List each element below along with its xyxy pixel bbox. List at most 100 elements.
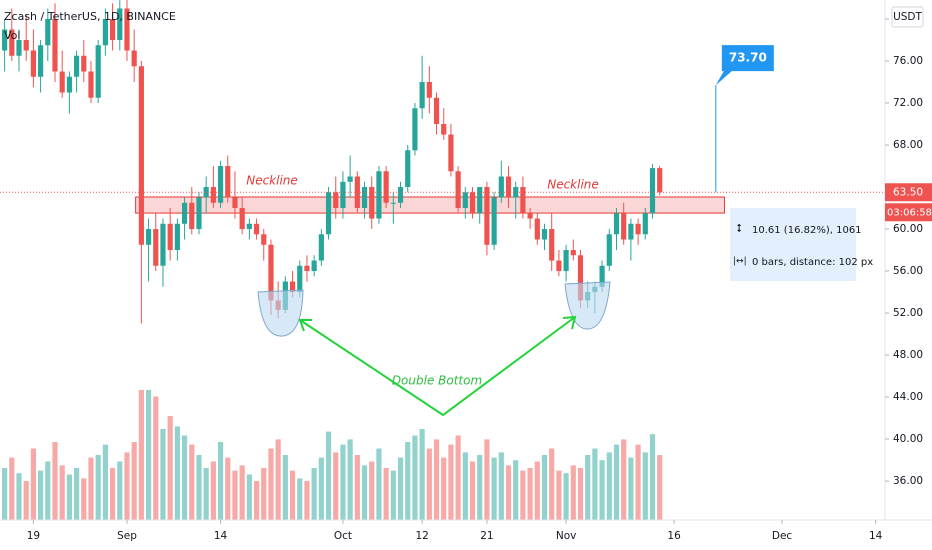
y-tick-label: 40.00 <box>893 433 923 445</box>
candle-body <box>462 192 468 209</box>
volume-bar <box>38 470 44 520</box>
x-tick-label: 21 <box>480 530 493 542</box>
candle-body <box>30 50 36 77</box>
volume-bar <box>81 478 87 520</box>
volume-bar <box>225 457 231 520</box>
price-axis: 80.0076.0072.0068.0060.0056.0052.0048.00… <box>884 0 932 520</box>
volume-bar <box>282 455 288 520</box>
chart-title: Zcash / TetherUS, 1D, BINANCE <box>4 10 176 23</box>
pattern-label: Double Bottom <box>392 374 482 388</box>
measure-box <box>730 208 856 281</box>
candle-body <box>498 176 504 198</box>
candle-body <box>304 265 310 272</box>
candle-body <box>556 260 562 272</box>
volume-bar <box>469 461 476 520</box>
candle-body <box>9 29 15 56</box>
price-pane <box>0 0 885 324</box>
candle-body <box>210 187 216 203</box>
volume-bar <box>527 468 533 520</box>
candle-body <box>405 150 411 188</box>
volume-bar <box>210 461 216 520</box>
candle-body <box>253 223 260 235</box>
volume-bar <box>145 390 152 520</box>
x-tick-label: 12 <box>415 530 428 542</box>
volume-bar <box>642 452 648 520</box>
candle-body <box>74 55 80 77</box>
candle-body <box>95 45 101 98</box>
candle-body <box>16 40 22 56</box>
candle-body <box>81 55 87 72</box>
volume-label: Vol <box>4 29 20 42</box>
candle-body <box>455 171 461 209</box>
arrow-head <box>562 315 577 330</box>
last-price-bg <box>885 183 932 202</box>
y-tick-label: 48.00 <box>893 349 923 361</box>
volume-bar <box>246 474 252 520</box>
y-tick-label: 68.00 <box>893 139 923 151</box>
candle-body <box>38 45 44 77</box>
volume-bar <box>340 444 346 520</box>
candle-body <box>189 202 195 230</box>
candle-body <box>325 192 332 235</box>
volume-bar <box>354 455 360 520</box>
x-tick-label: Oct <box>334 530 352 542</box>
y-tick-label: 56.00 <box>893 265 923 277</box>
volume-bar <box>347 439 353 520</box>
volume-bar <box>2 468 8 520</box>
y-tick-label: 76.00 <box>893 55 923 67</box>
candle-body <box>261 234 267 245</box>
candle-body <box>599 265 605 287</box>
candle-body <box>383 171 389 203</box>
volume-bar <box>196 455 202 520</box>
candle-body <box>513 187 519 198</box>
last-price-label: 63.50 <box>893 186 923 198</box>
volume-bar <box>9 457 15 520</box>
candle-body <box>232 197 238 209</box>
candle-body <box>505 176 512 198</box>
candle-body <box>59 71 65 93</box>
currency-button <box>891 6 924 28</box>
candle-body <box>167 223 173 251</box>
volume-bar <box>59 465 65 520</box>
candle-body <box>433 97 440 125</box>
candle-body <box>124 8 130 51</box>
measure-distance: 0 bars, distance: 102 px <box>752 257 873 268</box>
candle-body <box>527 213 533 219</box>
candle-body <box>196 197 202 230</box>
volume-bar <box>585 455 591 520</box>
volume-bar <box>462 452 468 520</box>
volume-bar <box>397 457 404 520</box>
volume-bar <box>189 444 195 520</box>
candle-body <box>484 187 490 245</box>
volume-bar <box>441 457 447 520</box>
volume-bar <box>613 444 620 520</box>
volume-bar <box>232 470 238 520</box>
candle-body <box>340 181 346 209</box>
candle-body <box>441 124 447 135</box>
volume-bar <box>261 468 267 520</box>
y-tick-label: 44.00 <box>893 391 923 403</box>
volume-bar <box>390 470 396 520</box>
countdown: 03:06:58 <box>887 207 932 218</box>
candle-body <box>181 202 188 224</box>
volume-bar <box>484 439 490 520</box>
volume-bar <box>117 461 123 520</box>
volume-bar <box>405 442 411 520</box>
candle-body <box>606 234 612 266</box>
volume-bar <box>534 461 540 520</box>
volume-bar <box>599 460 605 520</box>
volume-bar <box>628 457 634 520</box>
candle-body <box>2 29 8 51</box>
candle-body <box>131 50 137 67</box>
volume-bar <box>513 460 519 520</box>
candle-body <box>347 176 353 182</box>
candle-body <box>333 192 339 209</box>
candle-body <box>318 234 324 261</box>
volume-bar <box>448 444 454 520</box>
volume-bar <box>657 455 663 520</box>
candle-body <box>369 187 375 219</box>
candle-body <box>88 71 94 98</box>
candle-body <box>534 218 540 240</box>
volume-bar <box>433 439 440 520</box>
